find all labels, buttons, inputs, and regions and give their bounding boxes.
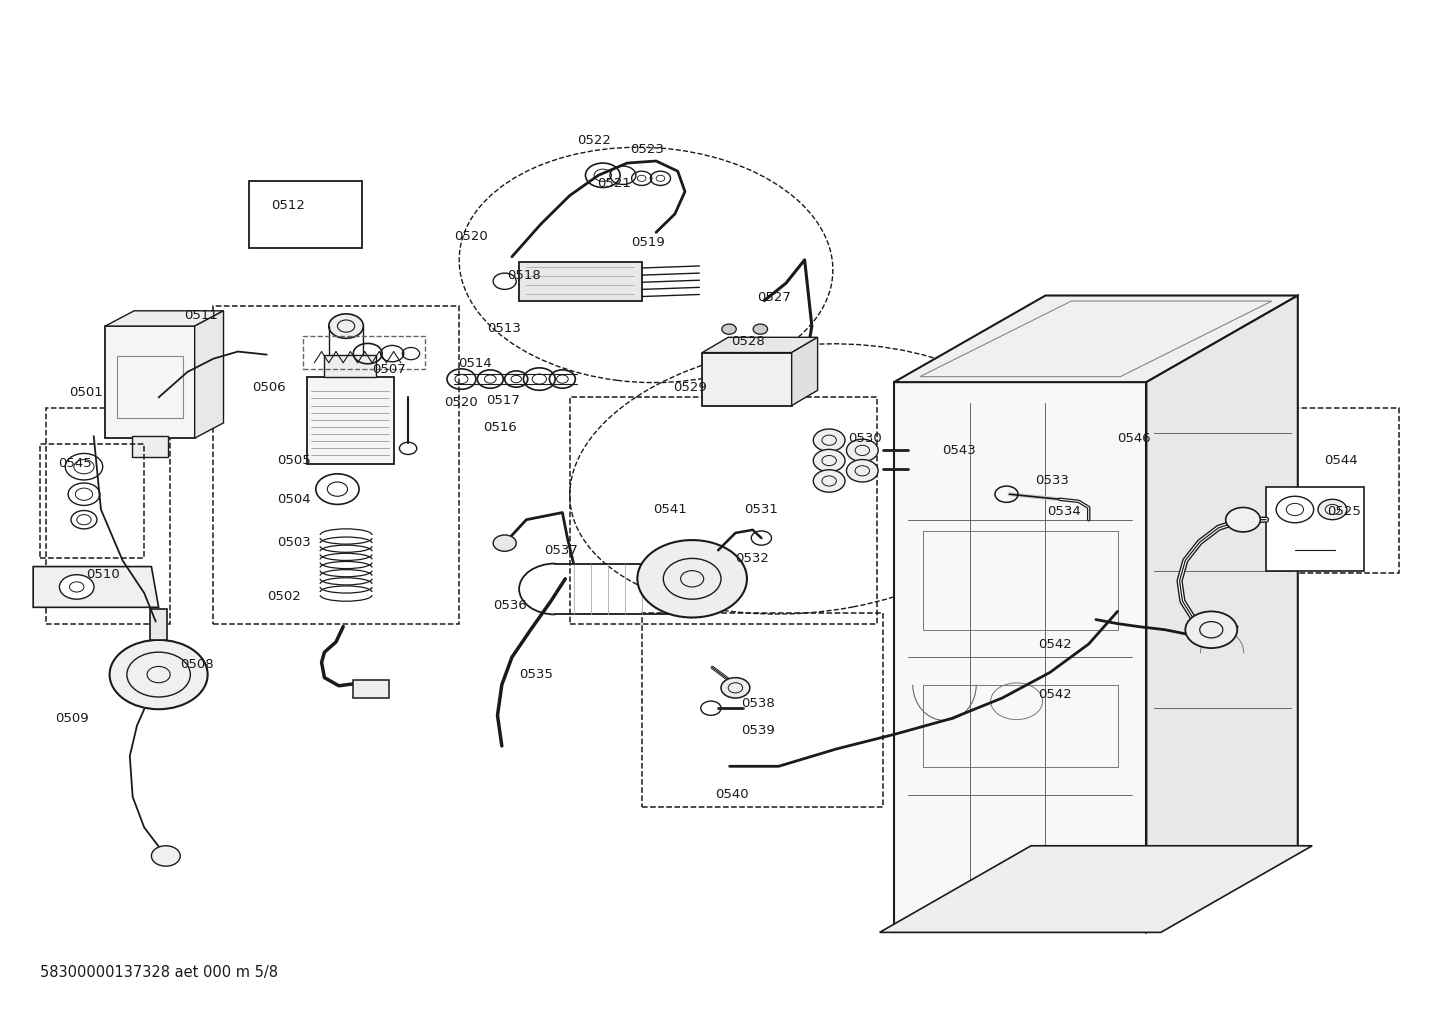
Bar — [324, 355, 376, 377]
Text: 0517: 0517 — [486, 394, 519, 407]
Text: 0532: 0532 — [735, 552, 769, 565]
Text: 0535: 0535 — [519, 668, 552, 681]
Circle shape — [813, 470, 845, 492]
Polygon shape — [894, 296, 1298, 382]
Circle shape — [59, 575, 94, 599]
Text: 0504: 0504 — [277, 493, 310, 505]
Bar — [133, 436, 167, 457]
Text: 0518: 0518 — [508, 269, 541, 281]
Text: 0527: 0527 — [757, 291, 790, 304]
Text: 0530: 0530 — [848, 432, 881, 444]
Text: 0542: 0542 — [1038, 689, 1071, 701]
Text: 0520: 0520 — [444, 396, 477, 409]
Text: 0545: 0545 — [58, 458, 91, 470]
Circle shape — [151, 846, 180, 866]
Text: 0539: 0539 — [741, 725, 774, 737]
Circle shape — [1185, 611, 1237, 648]
Circle shape — [846, 439, 878, 462]
Text: 0525: 0525 — [1327, 505, 1360, 518]
Bar — [1266, 487, 1364, 571]
Text: 0537: 0537 — [544, 544, 577, 556]
Text: 0507: 0507 — [372, 364, 405, 376]
Bar — [40, 444, 144, 558]
Bar — [213, 306, 459, 624]
Bar — [303, 336, 425, 369]
Polygon shape — [702, 353, 792, 406]
Circle shape — [1318, 499, 1347, 520]
Bar — [117, 357, 183, 418]
Circle shape — [721, 678, 750, 698]
Bar — [249, 181, 362, 248]
Bar — [642, 613, 883, 807]
Bar — [353, 680, 389, 698]
Bar — [46, 408, 170, 624]
Text: 0503: 0503 — [277, 536, 310, 548]
Polygon shape — [105, 311, 224, 326]
Text: 0546: 0546 — [1118, 432, 1151, 444]
Text: 0506: 0506 — [252, 381, 286, 393]
Text: 0508: 0508 — [180, 658, 213, 671]
Text: 0502: 0502 — [267, 590, 300, 602]
Text: 0516: 0516 — [483, 422, 516, 434]
Polygon shape — [792, 337, 818, 406]
Text: 0510: 0510 — [87, 569, 120, 581]
Bar — [923, 685, 1118, 767]
Polygon shape — [894, 382, 1146, 932]
Text: 0501: 0501 — [69, 386, 102, 398]
Polygon shape — [1146, 296, 1298, 932]
Text: 0521: 0521 — [597, 177, 630, 190]
Text: 0538: 0538 — [741, 697, 774, 709]
Circle shape — [493, 535, 516, 551]
Text: 0511: 0511 — [185, 310, 218, 322]
Text: 0522: 0522 — [577, 135, 610, 147]
Polygon shape — [105, 326, 195, 438]
Circle shape — [1226, 507, 1260, 532]
Text: 0536: 0536 — [493, 599, 526, 611]
Polygon shape — [307, 377, 394, 464]
Text: 0533: 0533 — [1035, 475, 1069, 487]
Text: 0540: 0540 — [715, 789, 748, 801]
Polygon shape — [33, 567, 159, 607]
Circle shape — [813, 449, 845, 472]
Text: 0519: 0519 — [632, 236, 665, 249]
Polygon shape — [880, 846, 1312, 932]
Text: 0520: 0520 — [454, 230, 487, 243]
Polygon shape — [519, 262, 642, 301]
Circle shape — [329, 314, 363, 338]
Bar — [150, 609, 167, 640]
Text: 0514: 0514 — [459, 358, 492, 370]
Circle shape — [110, 640, 208, 709]
Text: 0534: 0534 — [1047, 505, 1080, 518]
Text: 0505: 0505 — [277, 454, 310, 467]
Text: 0509: 0509 — [55, 712, 88, 725]
Text: 0529: 0529 — [673, 381, 707, 393]
Text: 0544: 0544 — [1324, 454, 1357, 467]
Circle shape — [722, 324, 737, 334]
Circle shape — [637, 540, 747, 618]
Text: 0513: 0513 — [487, 322, 521, 334]
Circle shape — [813, 429, 845, 451]
Text: 0512: 0512 — [271, 200, 304, 212]
Polygon shape — [195, 311, 224, 438]
Text: 0541: 0541 — [653, 503, 686, 516]
Circle shape — [316, 474, 359, 504]
Bar — [570, 397, 877, 624]
Circle shape — [846, 460, 878, 482]
Text: 0531: 0531 — [744, 503, 777, 516]
Circle shape — [753, 324, 767, 334]
Text: 0542: 0542 — [1038, 638, 1071, 650]
Bar — [1259, 408, 1399, 573]
Text: 0523: 0523 — [630, 144, 663, 156]
Polygon shape — [702, 337, 818, 353]
Text: 0528: 0528 — [731, 335, 764, 347]
Text: 0543: 0543 — [942, 444, 975, 457]
Bar — [923, 531, 1118, 630]
Text: 58300000137328 aet 000 m 5/8: 58300000137328 aet 000 m 5/8 — [40, 965, 278, 980]
